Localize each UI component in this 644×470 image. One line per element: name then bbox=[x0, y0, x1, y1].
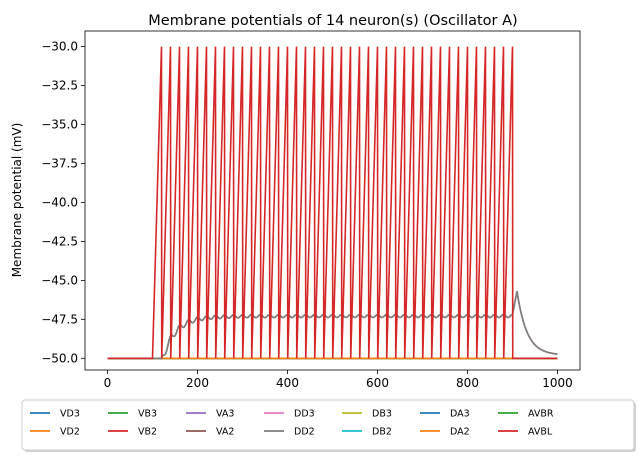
legend: VD3 VD2 VB3 VB2 VA3 VA2 DD3 DD2 DB3 DB2 DA3 DA2 AVBR… bbox=[21, 399, 636, 452]
legend-label: AVBL bbox=[528, 427, 553, 438]
legend-label: VA3 bbox=[216, 409, 234, 420]
legend-entry-va3: VA3 bbox=[186, 409, 234, 420]
chart-title: Membrane potentials of 14 neuron(s) (Osc… bbox=[148, 13, 517, 29]
x-tick-label: 1000 bbox=[542, 376, 573, 390]
y-tick-label: −50.0 bbox=[41, 351, 78, 365]
legend-entry-avbl: AVBL bbox=[498, 427, 553, 438]
y-tick-label: −40.0 bbox=[41, 195, 78, 209]
legend-label: VB2 bbox=[138, 427, 157, 438]
y-tick-label: −37.5 bbox=[41, 156, 78, 170]
x-tick-label: 400 bbox=[276, 376, 299, 390]
legend-box bbox=[21, 399, 635, 451]
legend-entry-vd3: VD3 bbox=[30, 409, 80, 420]
legend-entry-vd2: VD2 bbox=[30, 427, 80, 438]
y-tick-label: −30.0 bbox=[41, 40, 78, 54]
legend-entry-db2: DB2 bbox=[342, 427, 392, 438]
axes-frame bbox=[84, 30, 581, 371]
spiking-series-line-1 bbox=[107, 46, 558, 360]
legend-label: DA2 bbox=[450, 427, 470, 438]
legend-entry-avbr: AVBR bbox=[498, 409, 554, 420]
legend-label: DD2 bbox=[294, 427, 315, 438]
x-tick-label: 200 bbox=[186, 376, 209, 390]
legend-label: VB3 bbox=[138, 409, 157, 420]
legend-entry-db3: DB3 bbox=[342, 409, 392, 420]
legend-label: AVBR bbox=[528, 409, 554, 420]
y-tick-label: −47.5 bbox=[41, 312, 78, 326]
legend-label: VA2 bbox=[216, 427, 234, 438]
legend-entry-vb2: VB2 bbox=[108, 427, 157, 438]
legend-label: DA3 bbox=[450, 409, 470, 420]
legend-label: DB2 bbox=[372, 427, 392, 438]
x-tick-label: 0 bbox=[104, 376, 112, 390]
legend-label: DD3 bbox=[294, 409, 315, 420]
x-tick-label: 800 bbox=[456, 376, 479, 390]
y-tick-label: −45.0 bbox=[41, 273, 78, 287]
y-axis-label: Membrane potential (mV) bbox=[10, 123, 24, 278]
legend-entry-dd2: DD2 bbox=[264, 427, 315, 438]
legend-entry-da3: DA3 bbox=[420, 409, 470, 420]
legend-entry-dd3: DD3 bbox=[264, 409, 315, 420]
legend-entry-da2: DA2 bbox=[420, 427, 470, 438]
legend-entry-va2: VA2 bbox=[186, 427, 234, 438]
x-tick-label: 600 bbox=[366, 376, 389, 390]
x-axis: 0 200 400 600 800 1000 bbox=[104, 370, 573, 390]
y-tick-label: −42.5 bbox=[41, 234, 78, 248]
legend-label: DB3 bbox=[372, 409, 392, 420]
legend-label: VD2 bbox=[60, 427, 80, 438]
legend-label: VD3 bbox=[60, 409, 80, 420]
legend-entry-vb3: VB3 bbox=[108, 409, 157, 420]
y-axis: −50.0 −47.5 −45.0 −42.5 −40.0 −37.5 −35.0 −32.5… bbox=[41, 40, 85, 365]
y-tick-label: −35.0 bbox=[41, 118, 78, 132]
y-tick-label: −32.5 bbox=[41, 79, 78, 93]
plot-area bbox=[107, 46, 558, 360]
